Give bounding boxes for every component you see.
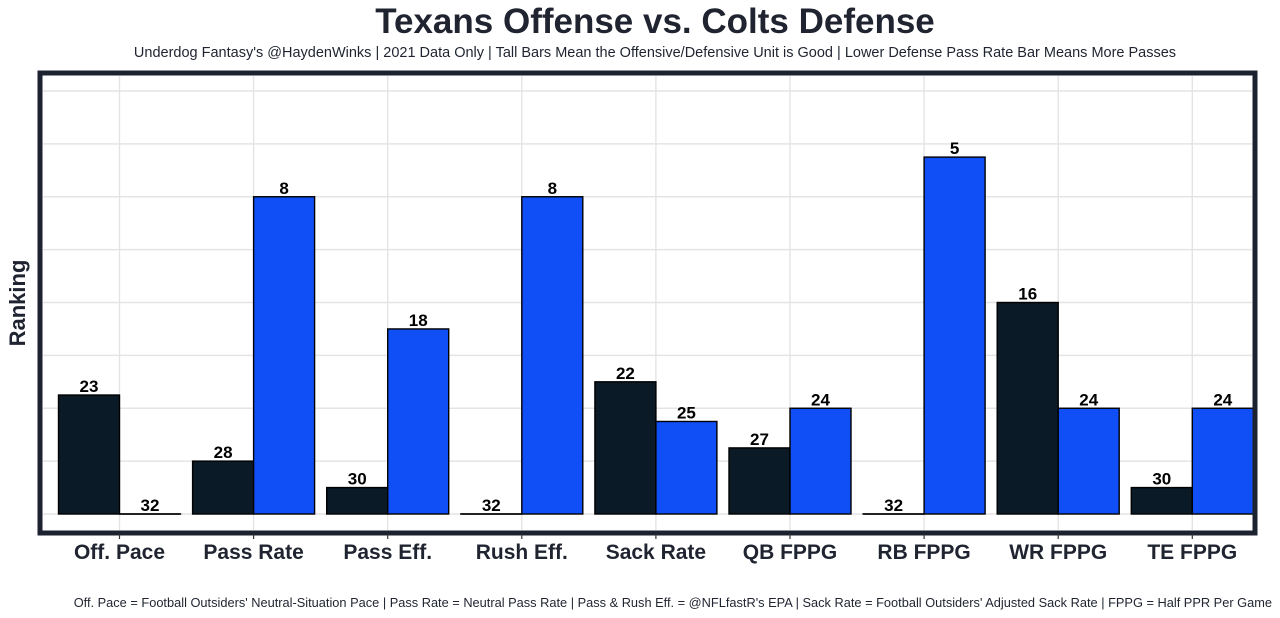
x-tick-label: Pass Eff. — [343, 541, 432, 564]
x-tick-label: TE FPPG — [1147, 541, 1237, 564]
data-label: 27 — [750, 430, 769, 449]
x-tick-label: WR FPPG — [1009, 541, 1107, 564]
data-label: 23 — [80, 377, 99, 396]
data-label: 28 — [214, 443, 233, 462]
bar-defense — [1057, 407, 1120, 515]
data-label: 30 — [1152, 470, 1171, 489]
data-label: 30 — [348, 470, 367, 489]
bar-defense — [1191, 407, 1255, 515]
bar-offense — [1130, 486, 1194, 515]
data-label: 24 — [811, 390, 830, 409]
chart-subtitle: Underdog Fantasy's @HaydenWinks | 2021 D… — [133, 45, 1177, 61]
data-labels-layer: 23 32 28 8 30 18 32 8 22 25 27 24 32 5 16 24 30 24 — [80, 139, 1233, 515]
x-tick-label: Rush Eff. — [476, 541, 568, 564]
bar-offense — [326, 486, 389, 515]
bar-defense — [521, 196, 584, 515]
chart-caption: Off. Pace = Football Outsiders' Neutral-… — [73, 595, 1272, 610]
data-label: 24 — [1213, 390, 1232, 409]
bars-layer — [57, 156, 1255, 515]
bar-defense — [252, 196, 316, 515]
bar-defense — [789, 407, 852, 515]
bar-offense — [728, 447, 791, 515]
data-label: 32 — [482, 496, 501, 515]
x-tick-label: RB FPPG — [877, 541, 970, 564]
data-label: 18 — [409, 311, 428, 330]
bar-offense — [57, 394, 121, 515]
data-label: 32 — [141, 496, 160, 515]
data-label: 16 — [1018, 285, 1037, 304]
bar-defense — [923, 156, 986, 515]
data-label: 22 — [616, 364, 635, 383]
data-label: 24 — [1079, 390, 1098, 409]
x-tick-label: Off. Pace — [74, 541, 165, 564]
data-label: 8 — [279, 179, 288, 198]
bar-defense — [655, 420, 718, 515]
chart-title: Texans Offense vs. Colts Defense — [375, 2, 935, 41]
data-label: 8 — [548, 179, 557, 198]
x-tick-label: Sack Rate — [606, 541, 706, 564]
bar-defense — [387, 328, 450, 515]
x-tick-label: Pass Rate — [203, 541, 303, 564]
y-axis-label: Ranking — [5, 260, 30, 347]
data-label: 25 — [677, 403, 696, 422]
panel-border — [37, 70, 1258, 536]
bar-offense — [594, 381, 657, 515]
x-tick-layer: Off. Pace Pass Rate Pass Eff. Rush Eff. Sack… — [74, 534, 1237, 564]
x-tick-label: QB FPPG — [743, 541, 838, 564]
bar-offense — [996, 301, 1059, 515]
data-label: 32 — [884, 496, 903, 515]
data-label: 5 — [950, 139, 959, 158]
bar-offense — [191, 460, 255, 515]
